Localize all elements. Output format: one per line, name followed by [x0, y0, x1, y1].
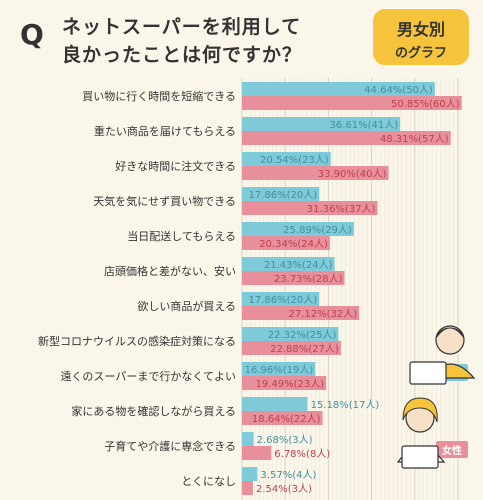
category-label: 買い物に行く時間を短縮できる [82, 89, 236, 103]
male-value-label: 16.96%(19人) [245, 364, 314, 376]
category-label: 家にある物を確認しながら買える [71, 404, 236, 418]
male-bar [242, 222, 354, 236]
male-illustration-icon [409, 325, 476, 385]
male-bar [242, 187, 320, 201]
badge-line-2: のグラフ [394, 46, 447, 61]
labels-group: 0%10%20%30%40%50%買い物に行く時間を短縮できる44.64%(50… [38, 84, 468, 495]
female-value-label: 20.34%(24人) [259, 238, 328, 250]
chart-title-line-2: 良かったことは何ですか？ [62, 44, 303, 66]
category-label: 子育てや介護に専念できる [104, 439, 236, 453]
category-label: 欲しい商品が買える [137, 299, 236, 313]
category-label: 店頭価格と差がない、安い [104, 264, 236, 278]
female-bar [242, 306, 360, 320]
male-value-label: 21.43%(24人) [264, 259, 333, 271]
female-value-label: 33.90%(40人) [318, 168, 387, 180]
female-value-label: 18.64%(22人) [252, 413, 321, 425]
female-value-label: 50.85%(60人) [391, 98, 460, 110]
gender-badge: 男女別 のグラフ [373, 9, 469, 65]
female-value-label: 23.73%(28人) [274, 273, 343, 285]
female-bar [242, 341, 341, 355]
male-value-label: 15.18%(17人) [311, 399, 380, 411]
male-value-label: 2.68%(3人) [257, 434, 313, 446]
female-bar [242, 481, 253, 495]
male-value-label: 17.86%(20人) [248, 294, 317, 306]
male-bar [242, 467, 258, 481]
female-illustration-icon [396, 397, 446, 469]
female-bar [242, 236, 330, 250]
category-label: 新型コロナウイルスの感染症対策になる [38, 334, 236, 348]
female-bar [242, 411, 323, 425]
male-value-label: 20.54%(23人) [260, 154, 329, 166]
male-bar [242, 117, 401, 131]
female-value-label: 2.54%(3人) [256, 483, 312, 495]
legend-female-swatch [436, 441, 468, 458]
female-bar [242, 201, 378, 215]
male-value-label: 17.86%(20人) [248, 189, 317, 201]
category-label: 当日配送してもらえる [127, 229, 236, 243]
female-bar [242, 166, 389, 180]
male-bar [242, 362, 316, 376]
male-bar [242, 257, 335, 271]
female-bar [242, 271, 345, 285]
male-bar [242, 327, 339, 341]
male-bar [242, 292, 320, 306]
male-bar [242, 152, 331, 166]
female-bar [242, 96, 462, 110]
female-bar [242, 131, 451, 145]
female-value-label: 27.12%(32人) [288, 308, 357, 320]
female-value-label: 19.49%(23人) [256, 378, 325, 390]
female-value-label: 48.31%(57人) [380, 133, 449, 145]
male-value-label: 25.89%(29人) [283, 224, 352, 236]
female-value-label: 31.36%(37人) [307, 203, 376, 215]
female-bar [242, 376, 327, 390]
category-label: 重たい商品を届けてもらえる [94, 124, 236, 138]
category-label: 好きな時間に注文できる [115, 159, 236, 173]
male-bar [242, 432, 254, 446]
category-label: 天気を気にせず買い物できる [93, 194, 236, 208]
category-label: 遠くのスーパーまで行かなくてよい [60, 370, 236, 383]
grid-lines [241, 78, 459, 500]
female-value-label: 6.78%(8人) [274, 448, 330, 460]
male-value-label: 44.64%(50人) [364, 84, 433, 96]
question-marker: Q [20, 18, 44, 51]
male-bar [242, 397, 308, 411]
category-label: とくになし [181, 475, 236, 488]
bars-group [242, 82, 462, 495]
male-value-label: 3.57%(4人) [260, 469, 316, 481]
female-bar [242, 446, 272, 460]
badge-line-1: 男女別 [396, 20, 445, 39]
legend-female-label: 女性 [442, 444, 462, 457]
male-value-label: 22.32%(25人) [268, 329, 337, 341]
male-value-label: 36.61%(41人) [329, 119, 398, 131]
illustrations [396, 325, 476, 469]
female-value-label: 22.88%(27人) [270, 343, 339, 355]
chart-title-line-1: ネットスーパーを利用して [62, 16, 302, 38]
male-bar [242, 82, 435, 96]
